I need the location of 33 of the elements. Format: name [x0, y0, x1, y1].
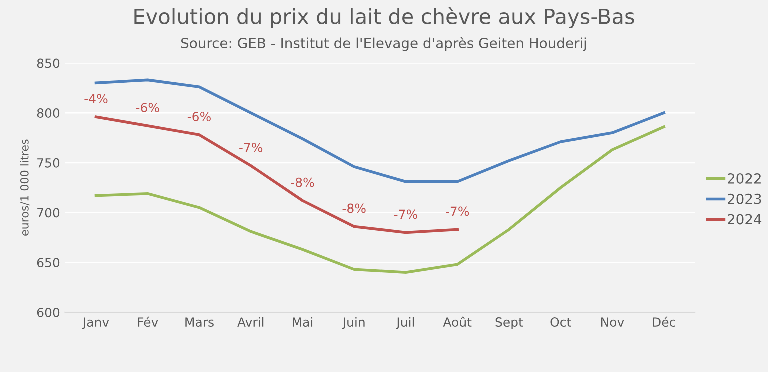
annotation: -7%: [394, 210, 418, 220]
annotation: -6%: [136, 103, 160, 113]
x-tick-label: Juin: [342, 317, 365, 330]
x-tick-label: Déc: [653, 316, 676, 328]
annotation: -6%: [188, 112, 211, 122]
legend-label: 2023: [728, 194, 762, 204]
chart-title: Evolution du prix du lait de chèvre aux Pays-Bas: [134, 8, 634, 29]
x-tick-label: Oct: [550, 318, 572, 328]
annotation: -8%: [342, 204, 366, 214]
annotation: -7%: [446, 206, 470, 216]
legend-label: 2022: [728, 173, 761, 184]
y-axis-title: euros/1 000 litres: [20, 140, 30, 236]
x-tick-label: Avril: [238, 317, 264, 327]
y-tick-label: 700: [38, 208, 60, 218]
y-tick-label: 750: [38, 158, 60, 168]
annotation: -4%: [84, 94, 108, 104]
x-tick-label: Fév: [138, 316, 158, 328]
x-tick-label: Sept: [496, 318, 524, 330]
legend-label: 2024: [728, 214, 762, 225]
annotation: -7%: [240, 142, 263, 152]
x-tick-label: Janv: [82, 318, 110, 330]
x-tick-label: Août: [443, 316, 472, 328]
annotation: -8%: [291, 178, 314, 188]
x-tick-label: Mars: [186, 318, 214, 328]
y-tick-label: 600: [37, 308, 60, 318]
chart-subtitle: Source: GEB - Institut de l'Elevage d'après Geiten Houderij: [181, 37, 586, 52]
y-tick-label: 850: [37, 58, 60, 68]
y-tick-label: 800: [37, 108, 60, 118]
x-tick-label: Nov: [601, 318, 624, 328]
y-tick-label: 650: [37, 258, 60, 268]
line-series: [94, 126, 666, 274]
x-tick-label: Mai: [293, 317, 313, 328]
x-tick-label: Juil: [396, 317, 414, 330]
